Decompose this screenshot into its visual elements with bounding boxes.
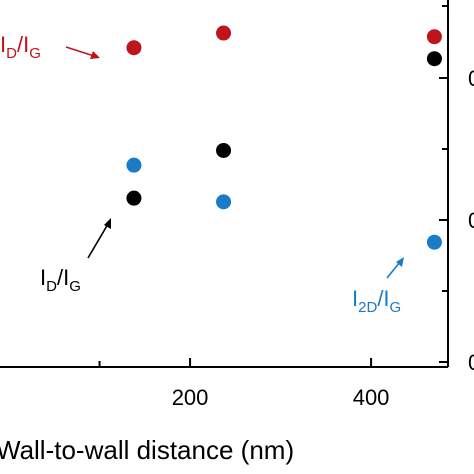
x-ticks: 200 400 — [98, 358, 390, 410]
x-axis-title: Wall-to-wall distance (nm) — [0, 435, 294, 465]
right-tick-label: 0 — [468, 208, 474, 233]
annotation-blue-arrow — [386, 261, 401, 279]
x-tick-label: 200 — [172, 385, 209, 410]
data-point-series-0 — [426, 29, 442, 45]
annotation-black-arrow — [87, 223, 109, 259]
data-point-series-0 — [216, 25, 232, 41]
data-point-series-0 — [126, 40, 142, 56]
annotation-red-arrow — [65, 46, 95, 57]
data-point-series-2 — [126, 157, 142, 173]
annotation-black-arrowhead — [104, 218, 111, 229]
right-ticks: 0 0 0 — [439, 5, 474, 375]
data-points — [126, 25, 442, 250]
data-point-series-1 — [126, 190, 142, 206]
annotation-blue-arrowhead — [396, 257, 404, 267]
data-point-series-1 — [216, 142, 232, 158]
annotation-red-arrowhead — [90, 51, 100, 59]
right-tick-label: 0 — [468, 66, 474, 91]
annotation-red: ID/IG — [0, 32, 100, 62]
svg-text:I2D/IG: I2D/IG — [352, 286, 401, 316]
data-point-series-2 — [216, 194, 232, 210]
annotation-black: ID/IG — [40, 218, 111, 295]
data-point-series-1 — [426, 51, 442, 67]
svg-text:ID/IG: ID/IG — [0, 32, 41, 62]
right-tick-label: 0 — [468, 350, 474, 375]
x-tick-label: 400 — [353, 385, 390, 410]
annotation-blue: I2D/IG — [352, 257, 404, 316]
svg-text:ID/IG: ID/IG — [40, 265, 81, 295]
data-point-series-2 — [426, 234, 442, 250]
